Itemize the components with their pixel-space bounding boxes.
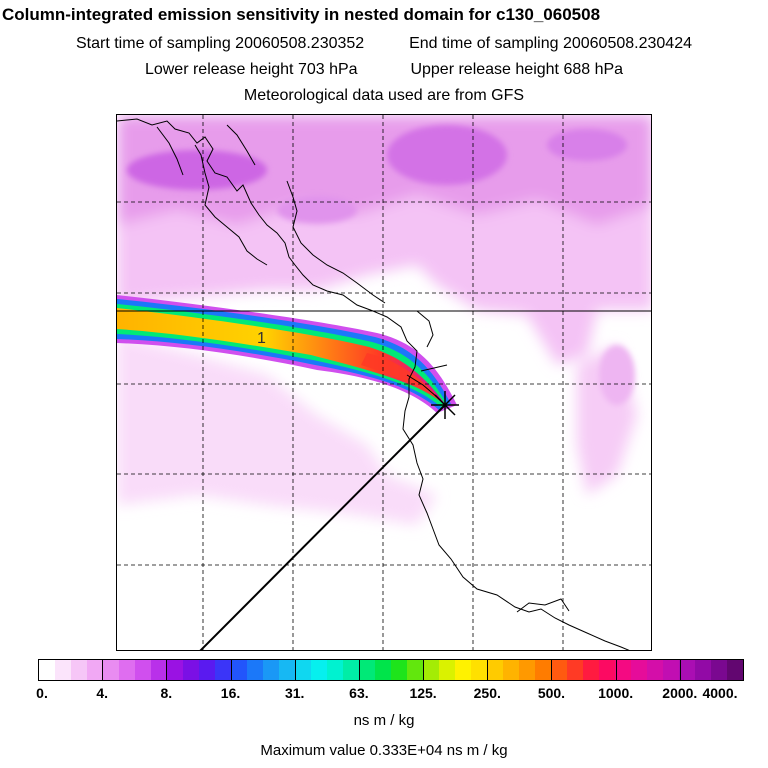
colorbar-segment xyxy=(295,660,311,680)
colorbar-segment xyxy=(551,660,567,680)
colorbar-segment xyxy=(599,660,615,680)
map-title: Column-integrated emission sensitivity i… xyxy=(2,5,601,24)
end-time-label: End time of sampling 20060508.230424 xyxy=(409,35,692,52)
colorbar-tick xyxy=(166,660,168,680)
colorbar-segment xyxy=(375,660,391,680)
colorbar-segment xyxy=(359,660,375,680)
colorbar-segment xyxy=(727,660,743,680)
colorbar-tick-label: 31. xyxy=(284,685,305,701)
colorbar-segment xyxy=(679,660,695,680)
upper-height-label: Upper release height 688 hPa xyxy=(410,61,624,78)
colorbar-segment xyxy=(231,660,247,680)
colorbar-segment xyxy=(455,660,471,680)
colorbar-tick-label: 0. xyxy=(36,685,48,701)
release-heights: Lower release height 703 hPa Upper relea… xyxy=(0,61,768,79)
colorbar-segment xyxy=(519,660,535,680)
colorbar-segment xyxy=(39,660,55,680)
colorbar-segment xyxy=(487,660,503,680)
colorbar-segment xyxy=(695,660,711,680)
colorbar-tick xyxy=(294,660,296,680)
colorbar xyxy=(38,659,744,681)
colorbar-tick xyxy=(358,660,360,680)
colorbar-segment xyxy=(55,660,71,680)
colorbar-segment xyxy=(471,660,487,680)
colorbar-segment xyxy=(103,660,119,680)
colorbar-segment xyxy=(503,660,519,680)
start-time-label: Start time of sampling 20060508.230352 xyxy=(76,35,365,52)
release-point-marker xyxy=(431,391,459,419)
colorbar-segment xyxy=(151,660,167,680)
colorbar-segment xyxy=(343,660,359,680)
graticule xyxy=(117,115,651,650)
colorbar-tick xyxy=(487,660,489,680)
colorbar-segment xyxy=(167,660,183,680)
colorbar-segment xyxy=(407,660,423,680)
colorbar-segment xyxy=(631,660,647,680)
colorbar-tick-label: 1000. xyxy=(598,685,634,701)
sensitivity-field-mid xyxy=(127,125,635,405)
map-canvas: 1 xyxy=(117,115,651,650)
colorbar-tick xyxy=(551,660,553,680)
colorbar-segment xyxy=(263,660,279,680)
colorbar-tick-label: 16. xyxy=(220,685,241,701)
colorbar-tick-label: 4000. xyxy=(702,685,738,701)
colorbar-tick xyxy=(615,660,617,680)
colorbar-tick-label: 2000. xyxy=(662,685,698,701)
colorbar-segment xyxy=(647,660,663,680)
colorbar-segment xyxy=(567,660,583,680)
colorbar-tick-label: 4. xyxy=(96,685,109,701)
emission-plume xyxy=(117,295,457,413)
sampling-times: Start time of sampling 20060508.230352 E… xyxy=(0,35,768,53)
colorbar-tick xyxy=(102,660,104,680)
boundaries xyxy=(117,310,651,398)
colorbar-unit: ns m / kg xyxy=(353,712,415,729)
colorbar-tick-label: 63. xyxy=(349,685,369,701)
colorbar-segment xyxy=(311,660,327,680)
colorbar-tick-label: 500. xyxy=(537,685,566,701)
met-data-label: Meteorological data used are from GFS xyxy=(243,87,525,104)
colorbar-segment xyxy=(71,660,87,680)
colorbar-segment xyxy=(327,660,343,680)
map-panel: 1 xyxy=(116,114,652,651)
colorbar-tick xyxy=(423,660,425,680)
colorbar-segment xyxy=(215,660,231,680)
colorbar-tick-label: 125. xyxy=(409,685,437,701)
colorbar-segment xyxy=(711,660,727,680)
colorbar-segment xyxy=(279,660,295,680)
colorbar-tick-label: 250. xyxy=(473,685,501,701)
colorbar-tick xyxy=(679,660,681,680)
colorbar-segment xyxy=(391,660,407,680)
colorbar-segment xyxy=(183,660,199,680)
colorbar-segment xyxy=(199,660,215,680)
plume-age-label: 1 xyxy=(257,330,266,347)
colorbar-segment xyxy=(87,660,103,680)
colorbar-segment xyxy=(135,660,151,680)
colorbar-segment xyxy=(583,660,599,680)
coastline xyxy=(117,118,630,650)
colorbar-segment xyxy=(119,660,135,680)
lower-height-label: Lower release height 703 hPa xyxy=(144,61,358,78)
colorbar-segment xyxy=(663,660,679,680)
colorbar-tick xyxy=(230,660,232,680)
colorbar-segment xyxy=(615,660,631,680)
colorbar-segment xyxy=(535,660,551,680)
colorbar-segment xyxy=(423,660,439,680)
maximum-value: Maximum value 0.333E+04 ns m / kg xyxy=(260,742,508,759)
colorbar-segment xyxy=(439,660,455,680)
colorbar-tick-label: 8. xyxy=(160,685,173,701)
flight-track xyxy=(199,404,446,650)
colorbar-segment xyxy=(247,660,263,680)
